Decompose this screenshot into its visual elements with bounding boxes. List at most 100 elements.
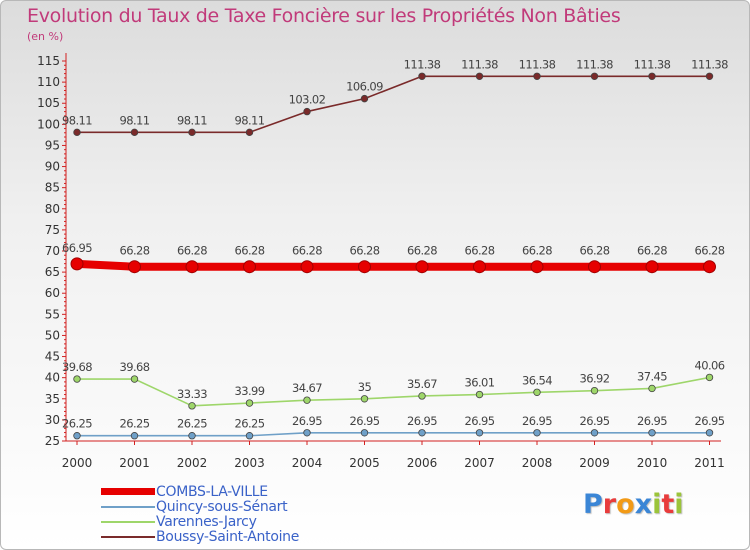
proxiti-logo: Proxiti: [583, 489, 684, 520]
data-label-varennes-jarcy: 35: [358, 380, 372, 394]
data-label-quincy-sous-s-nart: 26.25: [62, 417, 92, 431]
y-tick-label: 115: [37, 54, 60, 68]
data-label-combs-la-ville: 66.28: [350, 244, 380, 258]
data-label-varennes-jarcy: 34.67: [292, 381, 322, 395]
data-point-quincy-sous-s-nart: [130, 432, 139, 440]
data-point-varennes-jarcy: [705, 373, 714, 382]
logo-letter: i: [674, 489, 684, 520]
y-tick-label: 90: [45, 160, 60, 174]
data-point-boussy-saint-antoine: [590, 72, 599, 80]
logo-letter: P: [583, 489, 603, 520]
series-line-combs-la-ville: [73, 259, 714, 271]
data-point-combs-la-ville: [530, 260, 544, 274]
y-tick-label: 70: [45, 244, 60, 258]
data-point-combs-la-ville: [128, 260, 141, 274]
data-point-boussy-saint-antoine: [303, 107, 311, 116]
data-label-quincy-sous-s-nart: 26.95: [465, 414, 495, 428]
data-label-combs-la-ville: 66.28: [177, 244, 207, 258]
data-label-quincy-sous-s-nart: 26.25: [120, 417, 150, 431]
y-tick-label: 65: [45, 265, 60, 279]
y-tick-label: 100: [37, 117, 60, 131]
legend-label: Boussy-Saint-Antoine: [156, 529, 300, 545]
y-tick-label: 25: [45, 434, 60, 448]
data-point-varennes-jarcy: [303, 396, 311, 404]
x-tick-label: 2006: [407, 456, 438, 470]
data-point-boussy-saint-antoine: [475, 72, 484, 80]
data-point-varennes-jarcy: [533, 388, 541, 396]
data-label-varennes-jarcy: 36.92: [580, 372, 610, 386]
data-point-quincy-sous-s-nart: [418, 429, 426, 437]
data-label-combs-la-ville: 66.28: [292, 244, 322, 258]
data-label-quincy-sous-s-nart: 26.95: [637, 414, 667, 428]
data-point-combs-la-ville: [358, 260, 371, 274]
data-label-varennes-jarcy: 36.01: [465, 376, 495, 390]
x-tick-label: 2008: [522, 456, 553, 470]
data-label-varennes-jarcy: 35.67: [407, 377, 437, 391]
data-label-quincy-sous-s-nart: 26.95: [695, 414, 725, 428]
y-tick-label: 55: [45, 307, 60, 321]
logo-letter: t: [661, 489, 675, 520]
data-point-combs-la-ville: [415, 260, 429, 274]
data-label-boussy-saint-antoine: 98.11: [235, 113, 265, 127]
series-line-varennes-jarcy: [76, 376, 711, 407]
data-point-varennes-jarcy: [188, 402, 196, 410]
data-point-boussy-saint-antoine: [648, 72, 656, 80]
data-label-boussy-saint-antoine: 106.09: [346, 80, 383, 94]
y-tick-label: 35: [45, 392, 60, 406]
x-tick-label: 2009: [579, 456, 610, 470]
data-point-boussy-saint-antoine: [188, 128, 196, 137]
logo-letter: r: [602, 489, 617, 520]
legend-swatch: [101, 506, 155, 508]
data-label-quincy-sous-s-nart: 26.25: [235, 417, 265, 431]
data-point-quincy-sous-s-nart: [73, 432, 81, 440]
data-point-quincy-sous-s-nart: [705, 429, 714, 437]
legend-label: COMBS-LA-VILLE: [156, 484, 268, 500]
data-point-varennes-jarcy: [73, 375, 81, 383]
data-point-combs-la-ville: [588, 260, 601, 274]
data-label-varennes-jarcy: 36.54: [522, 373, 552, 387]
legend-label: Quincy-sous-Sénart: [156, 499, 288, 515]
data-label-combs-la-ville: 66.28: [235, 244, 265, 258]
data-point-varennes-jarcy: [360, 395, 369, 403]
data-point-combs-la-ville: [185, 260, 199, 274]
data-point-combs-la-ville: [300, 260, 314, 274]
y-tick-label: 85: [45, 181, 60, 195]
data-label-varennes-jarcy: 33.99: [235, 384, 265, 398]
data-point-varennes-jarcy: [590, 386, 599, 395]
data-label-varennes-jarcy: 37.45: [637, 369, 667, 383]
data-label-combs-la-ville: 66.28: [465, 244, 495, 258]
data-label-quincy-sous-s-nart: 26.95: [580, 414, 610, 428]
x-tick-label: 2007: [464, 456, 495, 470]
data-label-combs-la-ville: 66.28: [407, 244, 437, 258]
data-label-boussy-saint-antoine: 98.11: [62, 113, 92, 127]
data-point-boussy-saint-antoine: [418, 72, 426, 80]
y-tick-label: 105: [37, 96, 60, 110]
data-point-combs-la-ville: [645, 260, 659, 274]
x-tick-label: 2003: [234, 456, 265, 470]
logo-letter: i: [652, 489, 662, 520]
data-label-boussy-saint-antoine: 111.38: [691, 57, 728, 71]
x-tick-label: 2010: [637, 456, 668, 470]
data-label-combs-la-ville: 66.28: [637, 244, 667, 258]
data-point-boussy-saint-antoine: [533, 72, 541, 80]
data-label-combs-la-ville: 66.28: [522, 244, 552, 258]
data-label-combs-la-ville: 66.95: [62, 241, 92, 255]
data-point-quincy-sous-s-nart: [303, 429, 311, 437]
data-label-varennes-jarcy: 33.33: [177, 387, 207, 401]
logo-letter: o: [616, 489, 635, 520]
data-label-combs-la-ville: 66.28: [580, 244, 610, 258]
data-label-quincy-sous-s-nart: 26.95: [350, 414, 380, 428]
data-point-varennes-jarcy: [648, 384, 656, 393]
data-label-boussy-saint-antoine: 111.38: [634, 57, 671, 71]
legend-swatch: [101, 536, 155, 538]
legend-swatch: [101, 488, 155, 495]
data-label-boussy-saint-antoine: 111.38: [576, 57, 613, 71]
data-label-quincy-sous-s-nart: 26.25: [177, 417, 207, 431]
data-point-quincy-sous-s-nart: [360, 429, 369, 437]
data-point-varennes-jarcy: [245, 399, 254, 407]
data-label-varennes-jarcy: 39.68: [62, 360, 92, 374]
data-point-quincy-sous-s-nart: [245, 432, 254, 440]
data-label-quincy-sous-s-nart: 26.95: [407, 414, 437, 428]
y-tick-label: 95: [45, 138, 60, 152]
